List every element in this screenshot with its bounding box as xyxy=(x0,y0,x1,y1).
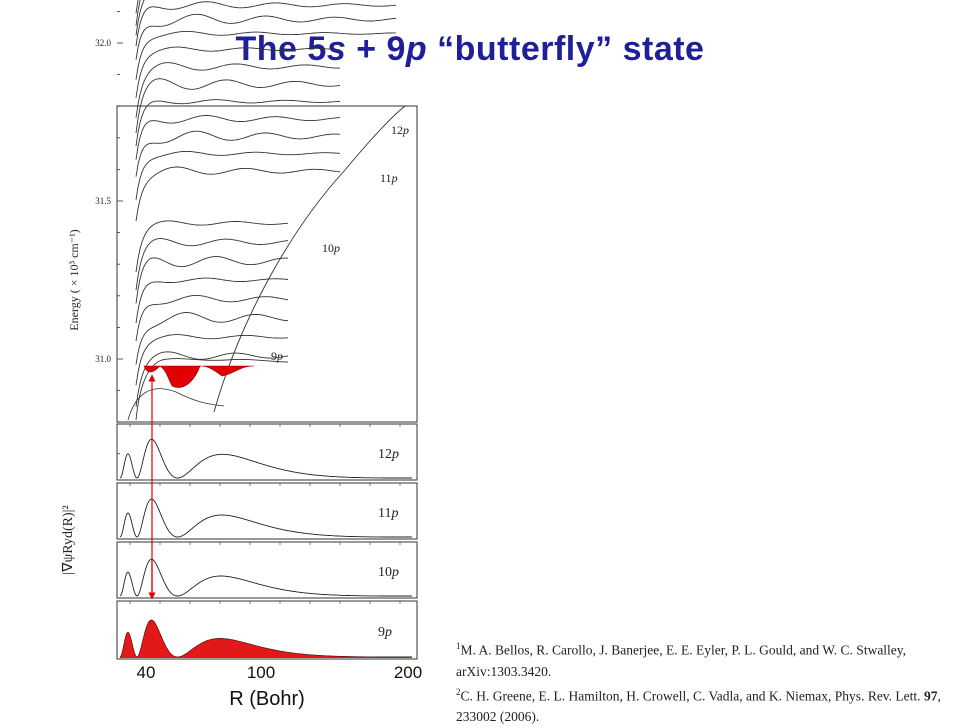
energy-axis-label: Energy ( × 10³ cm⁻¹) xyxy=(67,229,81,330)
energy-curve xyxy=(136,14,396,59)
energy-curve xyxy=(136,295,288,341)
energy-tick-label: 31.5 xyxy=(95,196,111,206)
wavefunction-curve xyxy=(120,499,412,537)
wavefunction-panel-frame xyxy=(117,483,417,539)
energy-ticks xyxy=(117,0,123,454)
energy-series-label: 11p xyxy=(380,171,398,185)
wavefunction-panel-label: 9p xyxy=(378,625,392,640)
wavefunction-panel-frame xyxy=(117,542,417,598)
energy-curve xyxy=(136,63,340,118)
wavefunction-panel-frame xyxy=(117,424,417,480)
energy-curve xyxy=(136,47,340,98)
energy-curve xyxy=(136,0,396,36)
energy-series-label: 9p xyxy=(271,349,283,363)
x-tick-label: 40 xyxy=(137,663,156,682)
energy-series-label-p: p xyxy=(276,349,283,363)
energy-curve xyxy=(136,2,396,46)
energy-9p-fill xyxy=(144,366,254,388)
references: 1M. A. Bellos, R. Carollo, J. Banerjee, … xyxy=(456,636,956,727)
energy-curve-low xyxy=(128,389,224,420)
energy-series-label-p: p xyxy=(402,123,409,137)
wavefunction-panel-label: 11p xyxy=(378,506,398,521)
wavefunction-panel-label: 12p xyxy=(378,447,399,462)
energy-tick-label: 31.0 xyxy=(95,354,111,364)
energy-series-label-p: p xyxy=(333,241,340,255)
reference-2-volume: 97 xyxy=(924,688,938,703)
x-tick-label: 100 xyxy=(247,663,275,682)
energy-curves xyxy=(128,0,405,420)
energy-panel-frame xyxy=(117,106,417,422)
energy-curve xyxy=(136,31,396,79)
reference-2-text: C. H. Greene, E. L. Hamilton, H. Crowell… xyxy=(461,688,924,703)
wavefunction-panel-label: 10p xyxy=(378,565,399,580)
energy-curve xyxy=(136,167,340,221)
energy-series-label: 12p xyxy=(391,123,409,137)
energy-curve xyxy=(136,221,288,272)
wavefunction-panel-label-p: p xyxy=(384,625,392,640)
wavefunction-9p-fill xyxy=(120,620,412,658)
wavefunction-curve xyxy=(120,559,412,596)
energy-series-label-p: p xyxy=(391,171,398,185)
energy-curve xyxy=(136,0,396,14)
wavefunction-panel-label-p: p xyxy=(390,506,398,521)
energy-tick-label: 32.0 xyxy=(95,38,111,48)
wavefunction-curve xyxy=(120,439,412,478)
wavefunction-panels xyxy=(117,424,417,659)
energy-9p-fill xyxy=(144,366,254,388)
energy-series-label: 10p xyxy=(322,241,340,255)
reference-2: 2C. H. Greene, E. L. Hamilton, H. Crowel… xyxy=(456,682,956,727)
energy-curve xyxy=(136,151,340,199)
reference-1-text: M. A. Bellos, R. Carollo, J. Banerjee, E… xyxy=(456,643,906,679)
x-tick-label: 200 xyxy=(394,663,422,682)
x-axis-label: R (Bohr) xyxy=(229,688,305,710)
reference-1: 1M. A. Bellos, R. Carollo, J. Banerjee, … xyxy=(456,636,956,682)
wavefunction-panel-label-p: p xyxy=(391,565,399,580)
wavefunction-panel-label-p: p xyxy=(391,447,399,462)
wavefunction-axis-label: |∇ψRyd(R)|² xyxy=(61,505,76,574)
